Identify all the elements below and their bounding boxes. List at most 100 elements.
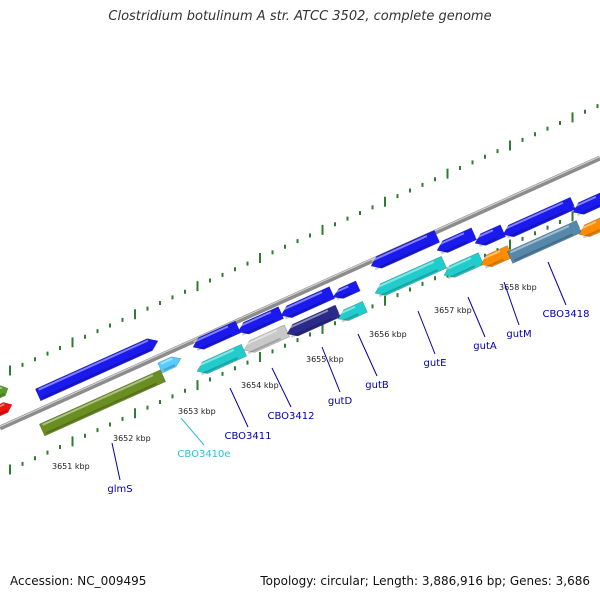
genome-backbone-highlight — [0, 156, 600, 427]
gene-CBO3410e — [157, 356, 182, 374]
gene-glmS-shine — [38, 339, 149, 391]
gene-CBO3412 — [243, 324, 291, 355]
gene-gutM-frame-shine — [475, 229, 494, 239]
gene-label: CBO3410e — [177, 449, 230, 460]
gene-gutA — [443, 252, 485, 280]
gene-glmS-shape — [34, 338, 159, 402]
gene-gutM-shape — [480, 245, 514, 268]
gene-gutB-frame — [332, 280, 361, 301]
gene-gutM-frame — [474, 224, 507, 248]
gene-glmS-shade — [41, 347, 153, 399]
kbp-label: 3651 kbp — [52, 462, 90, 471]
gene-CBO3410e-shape — [157, 356, 182, 374]
kbp-label: 3652 kbp — [113, 434, 151, 443]
edge-feature-green-shade — [0, 392, 5, 399]
gene-gutM-shine — [481, 250, 501, 261]
gene-CBO3410e-shine — [160, 357, 173, 365]
gene-CBO3418-shine — [510, 225, 570, 254]
leader-line — [547, 261, 567, 306]
gene-gutM — [480, 245, 514, 269]
gene-gutD-shade — [290, 317, 333, 338]
gene-CBO3412-frame-shine — [238, 311, 272, 328]
edge-feature-red-shape — [0, 402, 13, 419]
gene-gutD-frame-shine — [281, 291, 323, 312]
gene-gutA-frame — [436, 227, 478, 255]
gene-next-shape — [578, 215, 600, 237]
gene-CBO3412-shine — [244, 329, 278, 346]
gene-gutB-shape — [337, 300, 368, 321]
gene-CBO3410e-shade — [163, 364, 176, 372]
gene-gutB-shine — [338, 305, 356, 316]
leader-line — [271, 367, 292, 408]
gene-gutD-shine — [287, 309, 329, 330]
gene-CBO3411-frame-shine — [193, 325, 229, 343]
gene-gutE-frame-shape — [370, 230, 441, 269]
leader-line — [111, 442, 121, 481]
gene-gutD-frame — [280, 286, 336, 320]
edge-feature-red — [0, 402, 13, 419]
gene-CBO3412-shape — [243, 324, 291, 353]
gene-CBO3412-frame-shade — [241, 319, 276, 336]
gene-label: CBO3411 — [225, 431, 272, 442]
gene-label: gutM — [506, 329, 531, 340]
gene-glmS-feature-shine — [42, 374, 154, 426]
gene-CBO3418-frame-shape — [502, 196, 577, 238]
leader-line — [503, 281, 520, 326]
gene-gutM-shade — [484, 258, 505, 269]
kbp-label: 3653 kbp — [178, 407, 216, 416]
gene-gutB-frame-shade — [336, 291, 352, 301]
gene-label: gutD — [328, 396, 353, 407]
gene-gutD-frame-shade — [284, 299, 327, 320]
gene-CBO3418-frame-shine — [503, 201, 564, 231]
leader-line — [357, 333, 378, 377]
gene-gutE-shape — [374, 255, 448, 296]
map-title: Clostridium botulinum A str. ATCC 3502, … — [108, 9, 492, 24]
gene-label: CBO3412 — [268, 411, 315, 422]
topology-text: Topology: circular; Length: 3,886,916 bp… — [260, 574, 590, 588]
gene-gutB — [337, 300, 368, 323]
gene-gutA-frame-shine — [437, 232, 465, 247]
gene-CBO3418-shade — [513, 233, 574, 262]
gene-CBO3412-frame-shape — [237, 306, 285, 335]
gene-CBO3412-frame — [237, 306, 285, 336]
gene-gutB-frame-shine — [333, 285, 349, 294]
gene-gutD — [286, 304, 342, 338]
genome-backbone — [0, 155, 600, 431]
accession-text: Accession: NC_009495 — [10, 574, 147, 588]
gene-gutA-frame-shape — [436, 227, 478, 253]
gene-label: CBO3418 — [543, 309, 590, 320]
leader-line — [321, 346, 341, 393]
gene-gutM-frame-shade — [478, 237, 498, 248]
leader-line — [467, 296, 486, 338]
kbp-label: 3657 kbp — [434, 306, 472, 315]
gene-CBO3411-shape — [196, 343, 248, 374]
gene-gutE — [374, 255, 448, 298]
gene-gutM-frame-shape — [474, 224, 507, 246]
gene-gutB-frame-shape — [332, 280, 361, 299]
gene-glmS — [34, 338, 159, 402]
gene-gutA-frame-shade — [440, 240, 469, 255]
gene-CBO3411-frame-shape — [192, 320, 242, 350]
gene-glmS-feature-shade — [45, 382, 158, 435]
gene-gutE-shade — [378, 269, 439, 298]
kbp-label: 3658 kbp — [499, 283, 537, 292]
edge-feature-red-shade — [0, 409, 8, 416]
gene-glmS-feature — [38, 369, 167, 437]
gene-gutA-shade — [447, 265, 476, 280]
edge-feature-green-shape — [0, 385, 9, 401]
gene-CBO3412-shade — [247, 337, 282, 355]
gene-glmS-feature-shape — [38, 369, 167, 437]
kbp-label: 3654 kbp — [241, 381, 279, 390]
gene-label: glmS — [107, 484, 132, 495]
gene-label: gutB — [365, 380, 389, 391]
gene-gutA-shine — [444, 257, 472, 271]
gene-gutB-shade — [341, 313, 359, 323]
kbp-label: 3656 kbp — [369, 330, 407, 339]
gene-gutE-frame-shine — [371, 235, 428, 262]
gene-gutD-frame-shape — [280, 286, 336, 319]
gene-CBO3411 — [196, 343, 248, 376]
gene-label: gutE — [424, 358, 447, 369]
gene-next-frame-shade — [576, 204, 600, 217]
gene-CBO3411-shine — [197, 348, 235, 368]
